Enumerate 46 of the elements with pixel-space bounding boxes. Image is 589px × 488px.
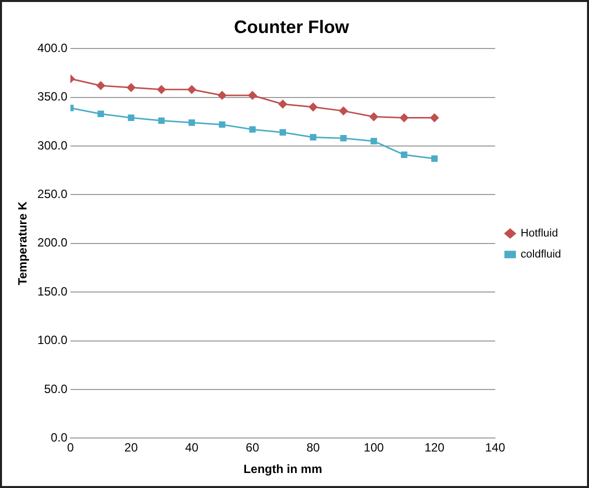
point <box>98 110 104 118</box>
x-tick-label: 100 <box>364 440 384 455</box>
y-axis-title: Temperature K <box>16 201 30 286</box>
point <box>218 121 226 128</box>
point <box>157 85 166 94</box>
point <box>188 85 196 94</box>
point <box>158 117 165 124</box>
y-tick-label: 350.0 <box>37 90 68 104</box>
point <box>126 83 136 92</box>
y-tick-label: 100.0 <box>37 333 68 348</box>
y-tick-label: 200.0 <box>37 236 68 250</box>
x-tick-label: 0 <box>67 440 74 455</box>
point <box>310 134 316 140</box>
point <box>249 126 256 133</box>
chart-title: Counter Flow <box>234 16 350 37</box>
x-tick-label: 80 <box>306 440 320 455</box>
point <box>430 114 439 122</box>
y-tick-label: 250.0 <box>37 187 68 202</box>
y-tick-label: 150.0 <box>37 284 68 298</box>
point <box>280 129 286 136</box>
point <box>278 100 288 108</box>
y-tick-label: 50.0 <box>44 382 68 396</box>
x-axis-title: Length in mm <box>243 462 322 476</box>
point <box>188 119 195 126</box>
point <box>400 114 408 122</box>
point <box>218 91 226 100</box>
point <box>248 91 257 100</box>
point <box>431 155 438 162</box>
point <box>400 152 408 158</box>
point <box>128 114 134 121</box>
point <box>308 102 318 112</box>
y-tick-label: 400.0 <box>37 40 68 55</box>
x-tick-label: 120 <box>424 440 445 455</box>
y-tick-label: 300.0 <box>37 138 68 152</box>
legend-label: coldfluid <box>520 248 561 261</box>
point <box>340 134 347 142</box>
x-tick-label: 40 <box>185 440 199 455</box>
legend-label: Hotfluid <box>520 228 558 240</box>
point <box>370 138 378 144</box>
point <box>96 81 106 90</box>
x-tick-label: 60 <box>246 440 260 455</box>
point <box>339 106 348 116</box>
point <box>370 112 378 122</box>
x-tick-label: 140 <box>485 440 506 455</box>
x-tick-label: 20 <box>124 440 138 455</box>
y-tick-label: 0.0 <box>50 430 68 445</box>
